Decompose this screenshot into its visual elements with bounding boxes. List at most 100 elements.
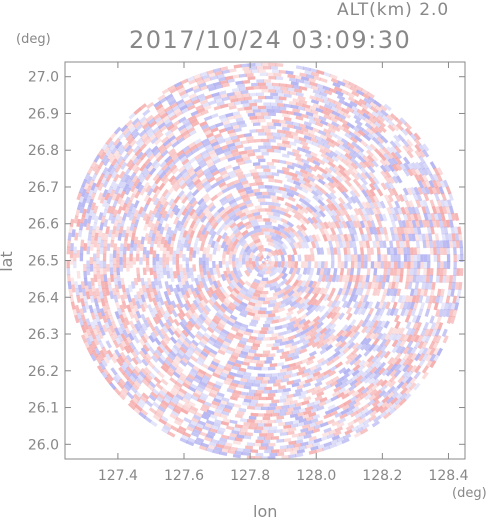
- x-tick-label: 128.0: [296, 468, 336, 484]
- radar-cell: [185, 190, 193, 199]
- radar-cell: [145, 372, 153, 381]
- radar-cell: [284, 236, 292, 244]
- radar-cell: [122, 153, 130, 162]
- radar-cell: [346, 162, 355, 171]
- radar-cell: [402, 358, 410, 367]
- radar-cell: [117, 333, 124, 342]
- radar-cell: [156, 274, 162, 283]
- radar-cell: [172, 257, 176, 265]
- radar-cell: [179, 243, 185, 252]
- radar-cell: [257, 423, 265, 427]
- radar-cell: [173, 195, 181, 204]
- radar-cell: [190, 394, 199, 402]
- radar-cell: [242, 156, 251, 162]
- radar-cell: [241, 229, 249, 237]
- radar-cell: [281, 337, 290, 343]
- radar-cell: [126, 391, 135, 400]
- radar-cell: [121, 284, 127, 293]
- radar-cell: [136, 239, 142, 248]
- radar-cell: [254, 112, 263, 117]
- radar-cell: [219, 346, 228, 353]
- radar-cell: [413, 261, 418, 269]
- radar-cell: [122, 183, 130, 193]
- radar-cell: [109, 189, 116, 198]
- radar-cell: [188, 408, 197, 415]
- radar-cell: [277, 210, 286, 216]
- radar-cell: [389, 268, 394, 276]
- radar-cell: [133, 294, 139, 303]
- radar-cell: [268, 76, 277, 80]
- radar-cell: [365, 127, 374, 135]
- radar-cell: [158, 171, 166, 180]
- radar-cell: [187, 104, 196, 111]
- radar-cell: [332, 233, 339, 242]
- radar-cell: [172, 371, 181, 379]
- radar-cell: [198, 445, 208, 451]
- radar-cell: [162, 139, 171, 147]
- radar-cell: [293, 442, 302, 448]
- radar-cell: [299, 182, 308, 190]
- radar-cell: [216, 73, 225, 79]
- radar-cell: [76, 311, 82, 320]
- radar-cell: [219, 399, 228, 406]
- radar-cell: [386, 363, 394, 372]
- radar-cell: [311, 320, 320, 328]
- radar-cell: [212, 449, 221, 455]
- radar-cell: [178, 425, 187, 433]
- radar-cell: [124, 144, 133, 153]
- radar-cell: [151, 388, 160, 396]
- radar-cell: [190, 110, 199, 117]
- radar-cell: [231, 224, 239, 232]
- radar-cell: [324, 132, 333, 139]
- radar-cell: [143, 291, 149, 300]
- radar-cell: [229, 314, 238, 321]
- radar-cell: [207, 380, 216, 387]
- radar-cell: [307, 115, 316, 121]
- radar-cell: [417, 347, 425, 356]
- radar-cell: [78, 318, 85, 327]
- radar-cell: [341, 190, 349, 199]
- radar-cell: [176, 401, 185, 409]
- radar-cell: [370, 106, 379, 114]
- radar-cell: [405, 240, 410, 249]
- radar-cell: [113, 219, 119, 228]
- radar-cell: [341, 123, 350, 130]
- radar-cell: [296, 435, 305, 441]
- radar-cell: [106, 308, 113, 317]
- radar-cell: [414, 149, 422, 159]
- radar-cell: [152, 226, 158, 235]
- radar-cell: [202, 247, 207, 255]
- radar-cell: [256, 244, 264, 250]
- radar-cell: [135, 376, 143, 385]
- radar-cell: [205, 264, 210, 272]
- radar-cell: [191, 290, 198, 299]
- radar-cell: [436, 247, 441, 256]
- radar-cell: [204, 209, 212, 218]
- radar-cell: [293, 317, 302, 324]
- radar-cell: [227, 241, 234, 249]
- radar-cell: [154, 151, 162, 160]
- radar-cell: [310, 325, 319, 333]
- radar-cell: [177, 190, 185, 198]
- radar-cell: [266, 263, 271, 268]
- radar-cell: [305, 125, 314, 131]
- radar-cell: [284, 343, 293, 349]
- radar-cell: [178, 152, 186, 160]
- radar-cell: [108, 143, 117, 152]
- radar-cell: [92, 260, 97, 269]
- radar-cell: [226, 374, 235, 380]
- radar-cell: [319, 188, 328, 196]
- radar-cell: [351, 90, 360, 98]
- radar-cell: [222, 214, 230, 223]
- radar-cell: [103, 145, 111, 155]
- radar-cell: [308, 119, 317, 125]
- radar-cell: [249, 66, 258, 70]
- radar-cell: [319, 348, 328, 355]
- radar-cell: [76, 270, 81, 279]
- radar-cell: [213, 240, 220, 249]
- radar-cell: [129, 253, 133, 262]
- radar-cell: [209, 348, 218, 356]
- radar-cell: [428, 295, 434, 304]
- radar-cell: [109, 167, 116, 176]
- radar-cell: [276, 415, 285, 420]
